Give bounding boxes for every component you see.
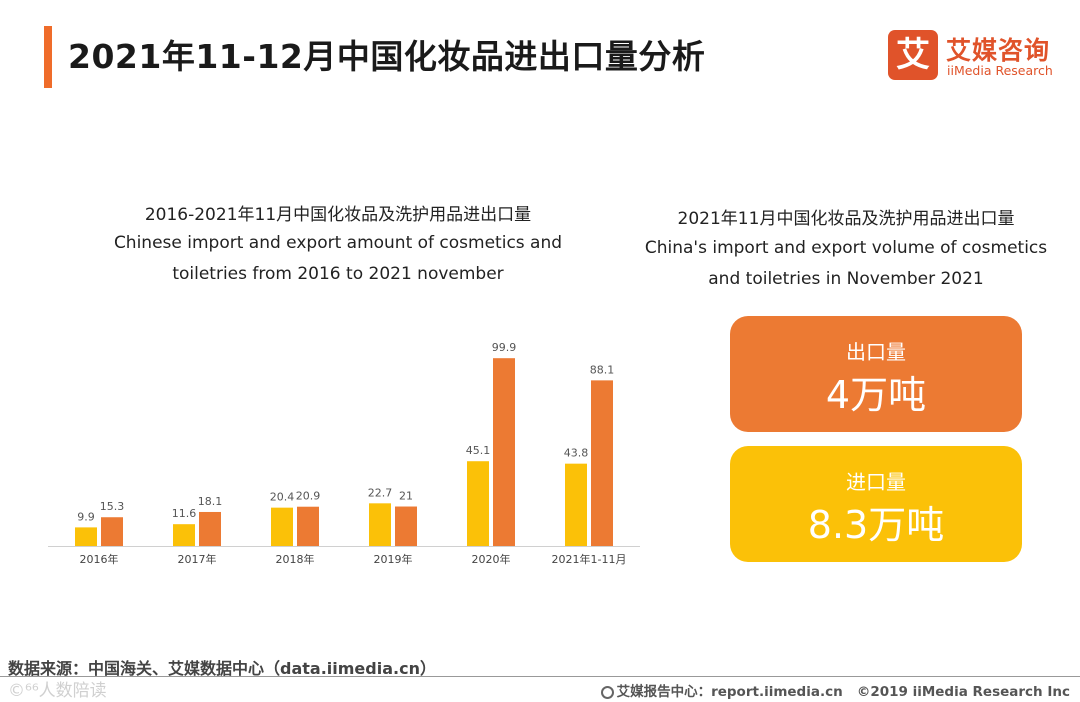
data-source-note: 数据来源：中国海关、艾媒数据中心（data.iimedia.cn） <box>8 659 436 678</box>
bar-series_yellow-0 <box>75 527 97 546</box>
export-value: 4万吨 <box>825 373 927 417</box>
page-title: 2021年11-12月中国化妆品进出口量分析 <box>68 37 706 76</box>
bar-value-label-series_orange-3: 21 <box>399 490 413 503</box>
bar-value-label-series_yellow-0: 9.9 <box>77 510 95 523</box>
import-value: 8.3万吨 <box>807 503 945 547</box>
bar-series_orange-1 <box>199 511 221 546</box>
bar-series_orange-4 <box>493 358 515 546</box>
title-accent-bar <box>44 26 52 88</box>
bar-value-label-series_yellow-1: 11.6 <box>172 507 197 520</box>
export-volume-card: 出口量 4万吨 <box>730 316 1022 432</box>
bar-value-label-series_orange-0: 15.3 <box>100 500 125 513</box>
bar-series_yellow-3 <box>369 503 391 546</box>
bar-series_orange-3 <box>395 506 417 546</box>
bar-value-label-series_yellow-4: 45.1 <box>466 444 491 457</box>
import-label: 进口量 <box>846 470 906 494</box>
x-tick-label-3: 2019年 <box>374 552 413 566</box>
footer-divider <box>0 676 1080 677</box>
bar-chart: 9.9 15.3 2016年 11.618.1 2017年 20.4 20.9 2018年 22… <box>48 341 640 566</box>
x-tick-label-5: 2021年1-11月 <box>552 552 627 566</box>
iimedia-logo: 艾 艾媒咨询 iiMedia Research <box>888 30 1068 84</box>
right-heading-en-line2: and toiletries in November 2021 <box>708 269 984 289</box>
x-tick-label-4: 2020年 <box>472 552 511 566</box>
footer: 艾媒报告中心：report.iimedia.cn ©2019 iiMedia R… <box>600 680 1070 700</box>
bar-series_yellow-1 <box>173 524 195 546</box>
bar-value-label-series_yellow-5: 43.8 <box>564 447 589 460</box>
right-heading-cn: 2021年11月中国化妆品及洗护用品进出口量 <box>677 209 1015 229</box>
footer-copyright: ©2019 iiMedia Research Inc <box>856 684 1070 700</box>
bar-value-label-series_yellow-2: 20.4 <box>270 491 295 504</box>
bar-series_yellow-2 <box>271 507 293 546</box>
logo-name-en: iiMedia Research <box>947 63 1053 78</box>
bar-series_yellow-5 <box>565 463 587 546</box>
globe-icon <box>600 686 614 699</box>
bar-value-label-series_orange-2: 20.9 <box>296 490 321 503</box>
x-tick-label-1: 2017年 <box>178 552 217 566</box>
import-volume-card: 进口量 8.3万吨 <box>730 446 1022 562</box>
right-heading-en-line1: China's import and export volume of cosm… <box>644 238 1048 258</box>
x-tick-label-2: 2018年 <box>276 552 315 566</box>
bar-series_orange-2 <box>297 506 319 546</box>
bar-value-label-series_orange-4: 99.9 <box>492 341 517 354</box>
bar-series_orange-0 <box>101 517 123 546</box>
logo-name-cn: 艾媒咨询 <box>946 36 1051 65</box>
bar-series_yellow-4 <box>467 461 489 546</box>
watermark: ©⁶⁶人数陪读 <box>8 681 107 701</box>
footer-report-link[interactable]: 艾媒报告中心：report.iimedia.cn <box>616 684 843 700</box>
bar-value-label-series_yellow-3: 22.7 <box>368 486 393 499</box>
bar-value-label-series_orange-1: 18.1 <box>198 495 223 508</box>
chart-heading-en-line1: Chinese import and export amount of cosm… <box>113 233 563 253</box>
chart-heading-cn: 2016-2021年11月中国化妆品及洗护用品进出口量 <box>144 205 532 225</box>
chart-heading-en-line2: toiletries from 2016 to 2021 november <box>172 264 504 284</box>
bar-value-label-series_orange-5: 88.1 <box>590 363 615 376</box>
logo-mark-icon: 艾 <box>888 30 938 80</box>
export-label: 出口量 <box>846 340 906 364</box>
x-tick-label-0: 2016年 <box>80 552 119 566</box>
bar-series_orange-5 <box>591 380 613 546</box>
